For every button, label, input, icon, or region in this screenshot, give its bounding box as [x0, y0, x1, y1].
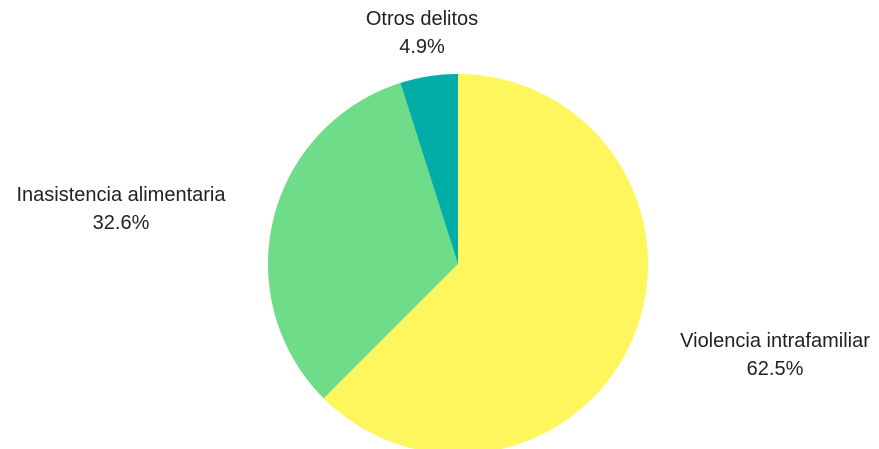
pie-slice-inasistencia-alimentaria: [268, 82, 458, 399]
slice-label-name: Inasistencia alimentaria: [16, 184, 226, 206]
slice-label-name: Otros delitos: [365, 8, 479, 30]
slice-label-value: 4.9%: [399, 36, 445, 58]
slice-label-value: 32.6%: [92, 212, 150, 234]
pie-slice-violencia-intrafamiliar: [323, 74, 649, 449]
slice-label-name: Violencia intrafamiliar: [680, 330, 870, 352]
slice-label-violencia-intrafamiliar: Violencia intrafamiliar 62.5%: [680, 327, 870, 383]
pie-slices: [268, 74, 649, 449]
pie-slice-otros-delitos: [400, 74, 458, 264]
slice-label-value: 62.5%: [746, 358, 804, 380]
slice-label-inasistencia-alimentaria: Inasistencia alimentaria 32.6%: [17, 181, 226, 237]
slice-label-otros-delitos: Otros delitos 4.9%: [366, 5, 478, 61]
